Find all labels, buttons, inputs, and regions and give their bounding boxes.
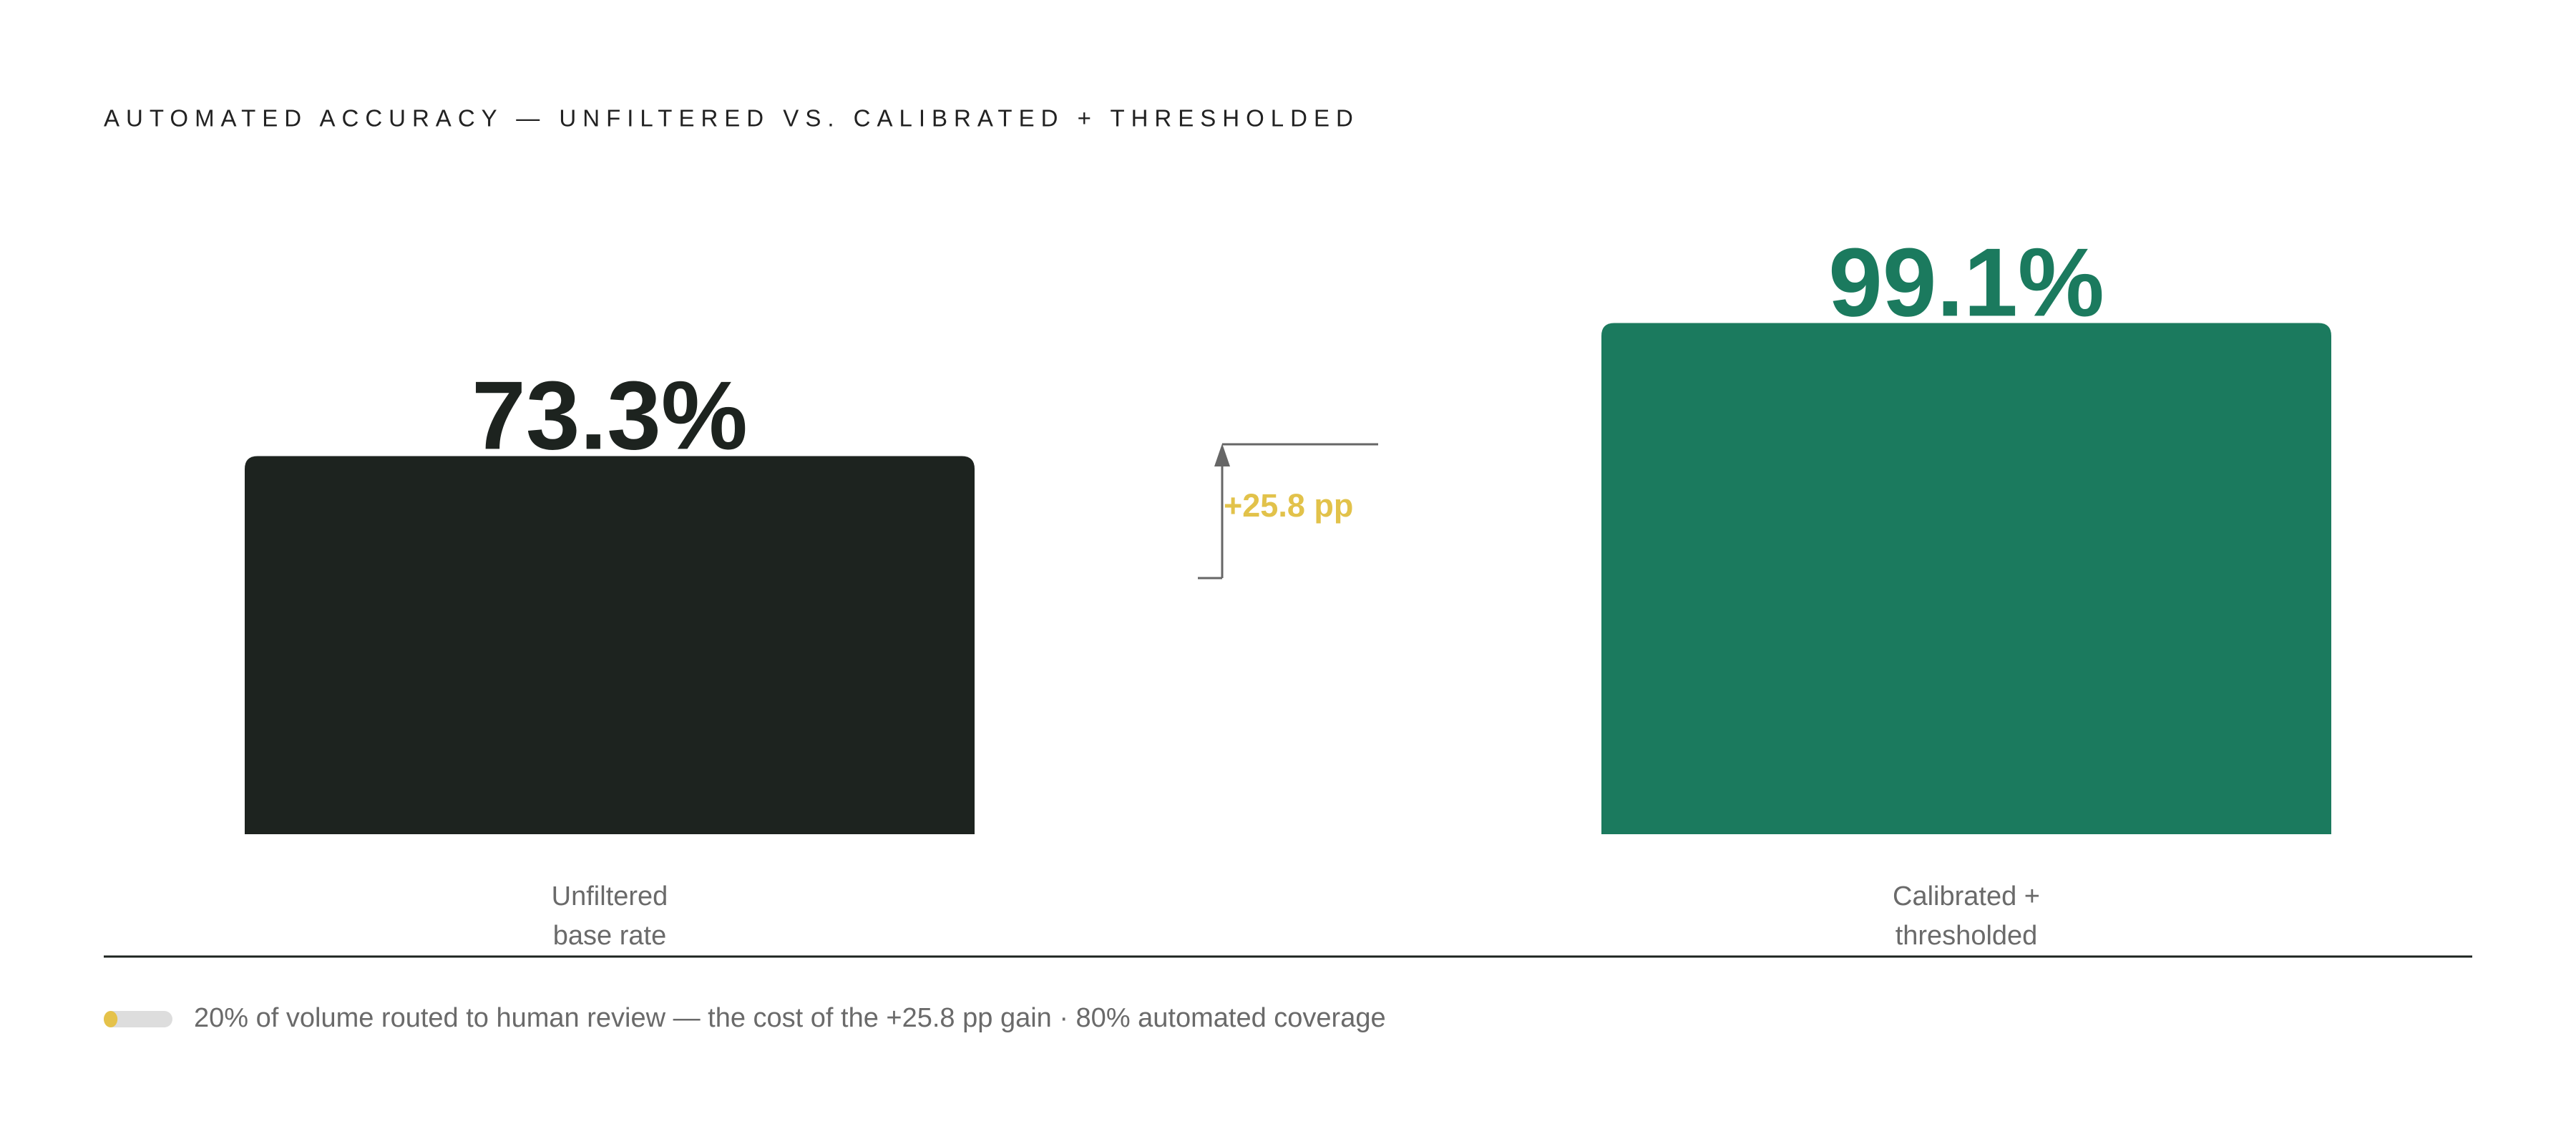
delta-annotation: +25.8 pp — [1198, 443, 1378, 580]
note-track — [104, 1011, 172, 1027]
value-label: 73.3% — [472, 361, 748, 469]
arrow-head — [1214, 444, 1230, 466]
category-label: Unfiltered base rate — [551, 881, 668, 951]
value-label: 99.1% — [1828, 228, 2104, 336]
bar — [1601, 323, 2331, 834]
note-bar — [104, 1011, 118, 1027]
bar — [245, 456, 975, 834]
category-label: Calibrated + thresholded — [1893, 881, 2040, 951]
delta-label: +25.8 pp — [1224, 487, 1353, 524]
footer-note: 20% of volume routed to human review — t… — [194, 1003, 1386, 1033]
chart-title: AUTOMATED ACCURACY — UNFILTERED VS. CALI… — [104, 105, 1360, 132]
